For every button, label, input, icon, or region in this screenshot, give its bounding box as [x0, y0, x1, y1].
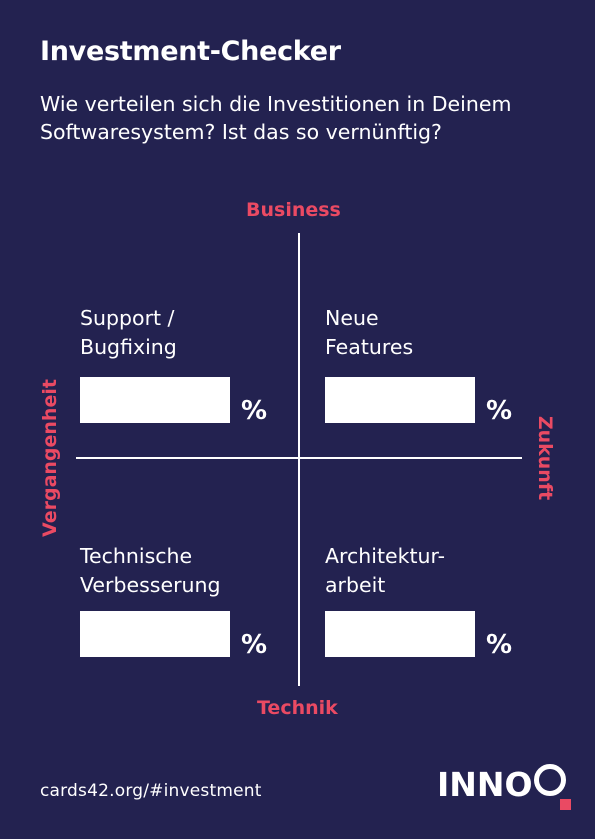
axis-label-vergangenheit: Vergangenheit	[39, 379, 61, 537]
logo-q-mark	[533, 764, 571, 810]
support-bugfixing-percent-input[interactable]	[80, 377, 230, 423]
percent-sign: %	[486, 630, 513, 660]
quadrant-label-line: Verbesserung	[80, 573, 221, 597]
quadrant-label-line: Neue	[325, 306, 379, 330]
quadrant-label-line: Technische	[80, 544, 193, 568]
architekturarbeit-percent-input[interactable]	[325, 611, 475, 657]
quadrant-label-support-bugfixing: Support / Bugfixing	[80, 304, 280, 362]
logo-text-part: INNO	[437, 764, 533, 804]
vertical-axis-line	[298, 233, 300, 686]
quadrant-label-neue-features: Neue Features	[325, 304, 525, 362]
percent-sign: %	[486, 396, 513, 426]
subtitle-line-2: Softwaresystem? Ist das so vernünftig?	[40, 120, 442, 144]
quadrant-label-line: Bugfixing	[80, 335, 177, 359]
quadrant-label-line: Features	[325, 335, 414, 359]
innoq-logo-icon: INNO	[437, 764, 571, 810]
technische-verbesserung-percent-input[interactable]	[80, 611, 230, 657]
percent-sign: %	[241, 630, 268, 660]
axis-label-business: Business	[246, 199, 341, 221]
quadrant-label-line: Architektur-	[325, 544, 446, 568]
footer-link[interactable]: cards42.org/#investment	[40, 781, 262, 801]
page-title: Investment-Checker	[40, 36, 341, 67]
quadrant-label-technische-verbesserung: Technische Verbesserung	[80, 542, 280, 600]
quadrant-label-architekturarbeit: Architektur- arbeit	[325, 542, 525, 600]
percent-sign: %	[241, 396, 268, 426]
subtitle-line-1: Wie verteilen sich die Investitionen in …	[40, 92, 512, 116]
quadrant-label-line: Support /	[80, 306, 175, 330]
neue-features-percent-input[interactable]	[325, 377, 475, 423]
quadrant-label-line: arbeit	[325, 573, 386, 597]
horizontal-axis-line	[76, 457, 522, 459]
axis-label-technik: Technik	[257, 697, 338, 719]
axis-label-zukunft: Zukunft	[534, 415, 556, 501]
page-subtitle: Wie verteilen sich die Investitionen in …	[40, 90, 570, 146]
